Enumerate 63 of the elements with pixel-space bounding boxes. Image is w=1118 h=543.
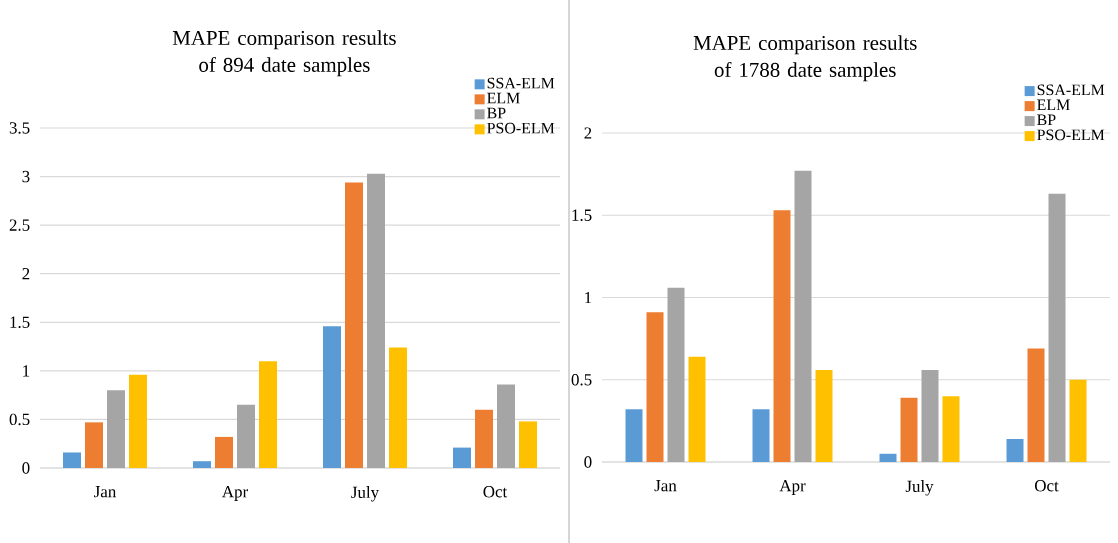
bar <box>63 452 81 468</box>
y-tick-label: 2 <box>22 268 30 280</box>
bar <box>1006 438 1024 462</box>
legend-label: PSO-ELM <box>1037 129 1105 141</box>
bar <box>367 173 385 468</box>
y-tick-label: 0.5 <box>571 374 592 386</box>
bar <box>497 384 515 468</box>
x-tick-label: July <box>351 486 380 502</box>
y-tick-label: 0.5 <box>9 413 30 426</box>
x-tick-label: Jan <box>94 486 117 498</box>
bar <box>453 447 471 468</box>
bar <box>389 347 407 468</box>
y-tick-label: 2.5 <box>9 219 30 231</box>
legend-label: BP <box>487 107 506 119</box>
y-tick-label: 0 <box>22 462 30 474</box>
bar <box>237 404 255 468</box>
bar <box>1027 348 1045 462</box>
bar <box>107 390 125 468</box>
bar <box>345 182 363 468</box>
x-tick-label: Apr <box>779 480 806 495</box>
bar <box>1069 379 1087 462</box>
bar <box>215 436 233 468</box>
y-tick-label: 3.5 <box>9 122 30 134</box>
bar <box>193 461 211 468</box>
legend-label: ELM <box>1037 99 1070 111</box>
y-tick-label: 1 <box>23 365 30 377</box>
bar <box>794 170 812 462</box>
y-tick-label: 1 <box>585 291 592 304</box>
y-tick-label: 0 <box>584 456 592 468</box>
bar <box>688 356 706 462</box>
bar <box>85 422 103 468</box>
chart-title: MAPE comparison results of 894 date samples <box>172 30 396 77</box>
bar <box>625 409 643 462</box>
y-tick-label: 1.5 <box>572 209 592 221</box>
bar <box>519 421 537 468</box>
bar <box>475 409 493 468</box>
bar <box>879 453 897 462</box>
bar <box>323 326 341 468</box>
x-tick-label: Apr <box>222 486 249 501</box>
bar <box>815 369 833 462</box>
bar <box>900 397 918 462</box>
bar <box>773 210 791 462</box>
legend-label: SSA-ELM <box>1037 84 1105 96</box>
y-tick-label: 1.5 <box>10 316 30 328</box>
x-tick-label: Jan <box>654 480 677 492</box>
bar <box>259 361 277 468</box>
y-tick-label: 2 <box>584 127 592 139</box>
legend-label: BP <box>1037 114 1056 126</box>
bar <box>942 396 960 462</box>
bar <box>646 312 664 462</box>
legend-label: SSA-ELM <box>487 77 555 89</box>
bar <box>752 409 770 462</box>
y-tick-label: 3 <box>22 170 30 183</box>
chart-title: MAPE comparison results of 1788 date samples <box>693 35 917 82</box>
legend-label: PSO-ELM <box>487 122 555 134</box>
bar <box>129 374 147 468</box>
bar <box>667 287 685 462</box>
bar <box>921 369 939 462</box>
legend-label: ELM <box>487 92 520 104</box>
x-tick-label: Oct <box>1034 480 1059 492</box>
bar <box>1048 193 1066 462</box>
x-tick-label: Oct <box>483 486 508 498</box>
x-tick-label: July <box>905 480 934 496</box>
